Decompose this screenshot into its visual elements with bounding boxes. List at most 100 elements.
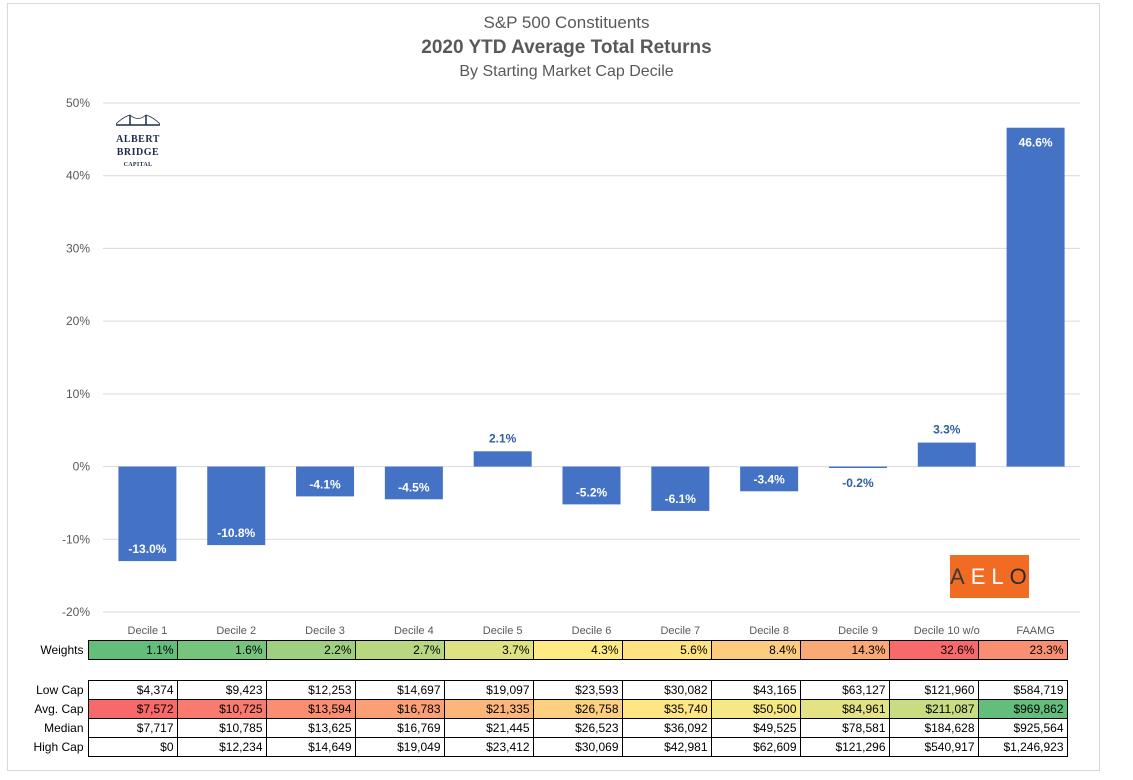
data-label: -10.8% bbox=[217, 526, 255, 540]
bar bbox=[562, 466, 621, 505]
data-label: -0.2% bbox=[842, 476, 874, 490]
market-cap-table: Low Cap $4,374 $9,423 $12,253 $14,697 $19,097… bbox=[30, 680, 1068, 757]
data-label: -4.5% bbox=[398, 480, 430, 494]
table-cell: $9,423 bbox=[176, 680, 267, 700]
y-tick-label: -10% bbox=[62, 532, 90, 546]
chart-frame bbox=[7, 3, 1100, 771]
data-label: 46.6% bbox=[1019, 136, 1053, 150]
logo-text-line-1: ALBERT bbox=[116, 134, 160, 145]
x-category-label: Decile 4 bbox=[394, 625, 434, 637]
chart-subtitle: 2020 YTD Average Total Returns bbox=[421, 37, 712, 58]
aelo-logo: AELO bbox=[950, 555, 1029, 598]
table-cell: $13,625 bbox=[265, 718, 356, 738]
logo-text-line-2: BRIDGE bbox=[116, 147, 160, 158]
row-label: Median bbox=[44, 721, 84, 735]
table-cell: $23,593 bbox=[532, 680, 623, 700]
row-label: Low Cap bbox=[36, 683, 84, 697]
x-category-label: Decile 9 bbox=[838, 625, 878, 637]
table-cell: $211,087 bbox=[888, 699, 979, 719]
table-cell: $10,725 bbox=[176, 699, 267, 719]
table-cell: $925,564 bbox=[977, 718, 1068, 738]
table-cell: $14,697 bbox=[354, 680, 445, 700]
table-cell: $16,769 bbox=[354, 718, 445, 738]
x-category-label: Decile 6 bbox=[572, 625, 612, 637]
table-cell: 1.6% bbox=[176, 640, 267, 660]
data-label: -13.0% bbox=[128, 542, 166, 556]
x-category-label: Decile 1 bbox=[128, 625, 168, 637]
table-cell: $4,374 bbox=[87, 680, 178, 700]
table-cell: $23,412 bbox=[443, 737, 534, 757]
table-cell: $540,917 bbox=[888, 737, 979, 757]
aelo-letter: O bbox=[1009, 564, 1033, 589]
aelo-letter: E bbox=[970, 564, 992, 589]
bar bbox=[740, 466, 799, 492]
bar bbox=[473, 451, 532, 467]
table-cell: $43,165 bbox=[710, 680, 801, 700]
x-category-label: Decile 10 w/o bbox=[914, 625, 980, 637]
table-row: Low Cap $4,374 $9,423 $12,253 $14,697 $19,097… bbox=[30, 680, 1068, 700]
table-row: Weights 1.1% 1.6% 2.2% 2.7% 3.7% 4.3% 5.6% 8.4% 1… bbox=[30, 640, 1068, 660]
data-label: -5.2% bbox=[576, 485, 608, 499]
table-cell: $63,127 bbox=[799, 680, 890, 700]
bar bbox=[917, 442, 976, 467]
bar bbox=[651, 466, 710, 511]
y-tick-label: 50% bbox=[66, 96, 90, 110]
table-cell: $7,572 bbox=[87, 699, 178, 719]
bar bbox=[207, 466, 266, 546]
table-cell: $42,981 bbox=[621, 737, 712, 757]
table-cell: $21,445 bbox=[443, 718, 534, 738]
table-cell: $121,960 bbox=[888, 680, 979, 700]
table-cell: $184,628 bbox=[888, 718, 979, 738]
table-cell: $7,717 bbox=[87, 718, 178, 738]
table-cell: $969,862 bbox=[977, 699, 1068, 719]
table-cell: $26,523 bbox=[532, 718, 623, 738]
table-cell: $19,049 bbox=[354, 737, 445, 757]
table-cell: $62,609 bbox=[710, 737, 801, 757]
row-label: Avg. Cap bbox=[34, 702, 84, 716]
y-tick-label: 30% bbox=[66, 241, 90, 255]
table-cell: $49,525 bbox=[710, 718, 801, 738]
bridge-icon bbox=[115, 114, 161, 126]
weights-table: Weights 1.1% 1.6% 2.2% 2.7% 3.7% 4.3% 5.6% 8.4% 1… bbox=[30, 640, 1068, 660]
table-cell: $12,234 bbox=[176, 737, 267, 757]
table-cell: 8.4% bbox=[710, 640, 801, 660]
table-cell: 14.3% bbox=[799, 640, 890, 660]
x-category-label: Decile 3 bbox=[305, 625, 345, 637]
table-cell: $30,082 bbox=[621, 680, 712, 700]
bar bbox=[828, 466, 887, 469]
row-label: High Cap bbox=[33, 740, 84, 754]
table-cell: $584,719 bbox=[977, 680, 1068, 700]
table-cell: 32.6% bbox=[888, 640, 979, 660]
table-cell: $12,253 bbox=[265, 680, 356, 700]
table-cell: 3.7% bbox=[443, 640, 534, 660]
table-cell: $14,649 bbox=[265, 737, 356, 757]
x-category-label: Decile 8 bbox=[749, 625, 789, 637]
logo-text-line-3: CAPITAL bbox=[123, 162, 153, 168]
table-cell: $84,961 bbox=[799, 699, 890, 719]
table-cell: 1.1% bbox=[87, 640, 178, 660]
table-cell: 2.7% bbox=[354, 640, 445, 660]
y-tick-label: 10% bbox=[66, 387, 90, 401]
table-cell: 2.2% bbox=[265, 640, 356, 660]
table-row: High Cap $0 $12,234 $14,649 $19,049 $23,412 $3… bbox=[30, 737, 1068, 757]
table-cell: $36,092 bbox=[621, 718, 712, 738]
bar-chart: -20% -10% 0% 10% 20% 30% 40% 50% -13.0% Decile 1 -… bbox=[62, 96, 1080, 637]
table-cell: 4.3% bbox=[532, 640, 623, 660]
y-tick-label: 20% bbox=[66, 314, 90, 328]
table-cell: $78,581 bbox=[799, 718, 890, 738]
bar bbox=[296, 466, 355, 497]
table-cell: 23.3% bbox=[977, 640, 1068, 660]
table-cell: $10,785 bbox=[176, 718, 267, 738]
row-label: Weights bbox=[40, 643, 84, 657]
y-tick-label: 40% bbox=[66, 169, 90, 183]
bar bbox=[384, 466, 443, 500]
data-label: 3.3% bbox=[933, 423, 961, 437]
table-cell: $50,500 bbox=[710, 699, 801, 719]
bar bbox=[1006, 127, 1065, 467]
table-cell: $16,783 bbox=[354, 699, 445, 719]
table-cell: $121,296 bbox=[799, 737, 890, 757]
aelo-letter: A bbox=[950, 564, 971, 589]
chart-title: S&P 500 Constituents bbox=[483, 13, 650, 32]
data-label: -4.1% bbox=[309, 477, 341, 491]
table-cell: $19,097 bbox=[443, 680, 534, 700]
